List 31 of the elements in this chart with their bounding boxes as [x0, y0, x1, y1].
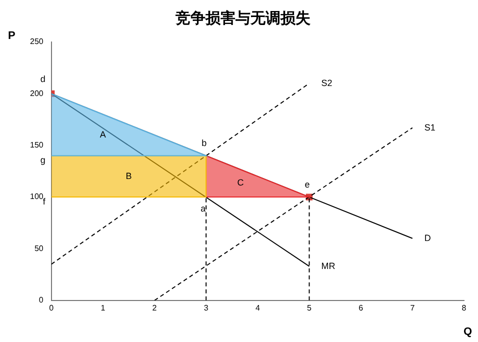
x-tick-label: 7 — [410, 303, 416, 312]
x-tick-label: 1 — [100, 303, 106, 312]
y-tick-label: 150 — [30, 140, 44, 150]
x-axis-title: Q — [463, 326, 472, 338]
x-tick-label: 3 — [204, 303, 209, 312]
series-label: C — [237, 178, 244, 188]
annotation: g — [40, 155, 46, 166]
x-tick-label: 5 — [307, 303, 312, 312]
x-tick-label: 4 — [255, 303, 260, 312]
x-tick-label: 0 — [49, 303, 54, 312]
series-label: MR — [321, 260, 336, 271]
x-tick-label: 2 — [152, 303, 158, 312]
y-tick-label: 100 — [30, 192, 44, 202]
annotation: d — [40, 74, 46, 84]
series-label: A — [100, 130, 106, 140]
x-tick-label: 8 — [462, 303, 467, 312]
y-tick-label: 250 — [30, 37, 44, 46]
series-label: S1 — [424, 122, 436, 132]
annotation: f — [42, 196, 46, 207]
chart-title: 竞争损害与无调损失 — [174, 9, 310, 28]
y-tick-label: 200 — [30, 88, 44, 98]
x-tick-label: 6 — [358, 303, 364, 312]
y-tick-label: 50 — [34, 244, 44, 253]
y-tick-label: 0 — [38, 296, 44, 305]
annotation: b — [202, 138, 207, 148]
annotation: a — [200, 204, 206, 214]
series-label: D — [424, 232, 432, 243]
series-label: S2 — [321, 78, 332, 88]
annotation: e — [304, 180, 310, 190]
series-label: B — [126, 170, 132, 181]
y-axis-title: P — [8, 30, 16, 42]
